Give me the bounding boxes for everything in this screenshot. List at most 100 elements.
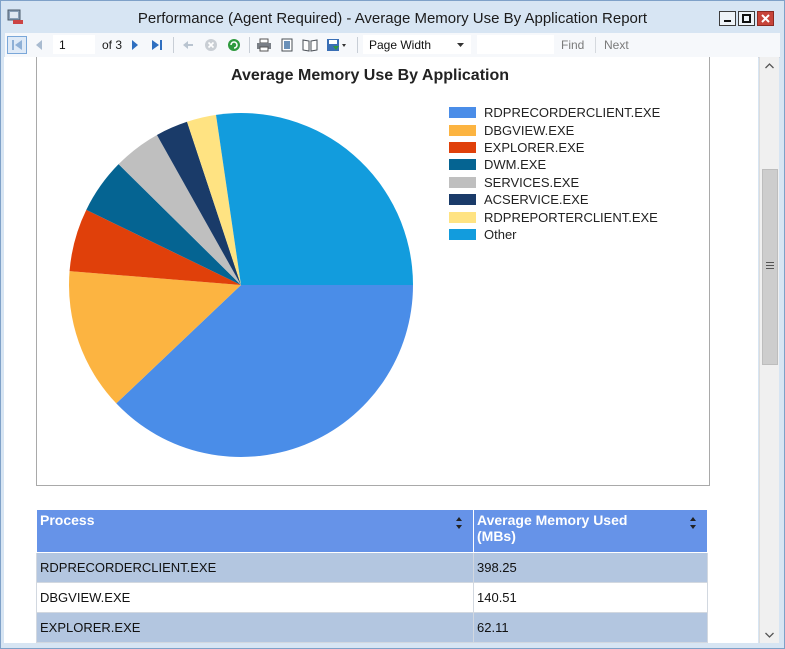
stop-button[interactable] [202,36,220,54]
chart-title: Average Memory Use By Application [231,67,510,84]
vertical-scrollbar[interactable] [759,57,779,643]
legend-label: SERVICES.EXE [484,174,580,190]
export-button[interactable] [324,36,350,54]
print-layout-icon [281,38,293,52]
last-page-button[interactable] [148,36,166,54]
chevron-down-icon [765,632,774,638]
column-header-process[interactable]: Process [36,509,474,553]
report-toolbar: 1 of 3 Page Width [5,33,780,58]
legend-swatch [449,107,476,119]
legend-label: ACSERVICE.EXE [484,192,589,208]
pie-slice-dwm-exe [86,164,241,285]
page-setup-icon [302,39,318,52]
legend-label: RDPREPORTERCLIENT.EXE [484,209,658,225]
find-input[interactable] [477,35,554,54]
column-header-average-memory[interactable]: Average Memory Used (MBs) [473,509,708,553]
memory-cell: 140.51 [473,582,708,613]
legend-item: DBGVIEW.EXE [449,121,660,138]
minimize-button[interactable] [719,11,736,26]
print-button[interactable] [255,36,273,54]
legend-label: Other [484,226,517,242]
legend-swatch [449,141,476,153]
legend-item: SERVICES.EXE [449,174,660,191]
table-row: EXPLORER.EXE 62.11 [36,612,708,643]
legend-item: ACSERVICE.EXE [449,191,660,208]
legend-swatch [449,124,476,136]
sort-icon[interactable] [455,516,463,530]
legend-swatch [449,228,476,240]
window-title: Performance (Agent Required) - Average M… [137,10,648,27]
refresh-button[interactable] [225,36,243,54]
chart-area: Average Memory Use By Application RDPREC… [36,57,710,486]
close-button[interactable] [757,11,774,26]
legend-item: DWM.EXE [449,156,660,173]
legend-swatch [449,194,476,206]
find-link[interactable]: Find [561,38,585,52]
maximize-button[interactable] [738,11,755,26]
legend-item: RDPREPORTERCLIENT.EXE [449,208,660,225]
page-number-input[interactable]: 1 [53,35,95,54]
last-page-icon [152,40,162,50]
report-table: Process Average Memory Used (MBs) RDPREC… [36,509,708,643]
memory-cell: 398.25 [473,552,708,583]
grip-icon [766,262,774,269]
chevron-up-icon [765,62,774,68]
back-button[interactable] [179,36,197,54]
pie-slice-rdpreporterclient-exe [187,114,241,285]
process-cell: EXPLORER.EXE [36,612,474,643]
back-arrow-icon [183,41,193,49]
zoom-value: Page Width [369,38,432,52]
page-setup-button[interactable] [301,36,319,54]
stop-icon [205,39,217,51]
next-link[interactable]: Next [604,38,629,52]
legend-item: EXPLORER.EXE [449,139,660,156]
first-page-icon [12,40,22,50]
pie-slice-services-exe [118,134,241,285]
legend-label: DBGVIEW.EXE [484,122,575,138]
pie-slice-acservice-exe [156,121,241,285]
scroll-thumb[interactable] [762,169,778,365]
title-bar: Performance (Agent Required) - Average M… [1,1,784,33]
next-page-button[interactable] [127,36,143,54]
pie-slice-rdprecorderclient-exe [116,285,414,457]
save-export-icon [327,39,346,51]
memory-cell: 62.11 [473,612,708,643]
previous-page-button[interactable] [30,36,48,54]
refresh-icon [228,39,240,51]
legend-item: RDPRECORDERCLIENT.EXE [449,104,660,121]
close-icon [761,14,770,23]
sort-icon[interactable] [689,516,697,530]
previous-page-icon [36,40,42,50]
scroll-up-button[interactable] [760,57,779,74]
app-icon [7,9,23,24]
column-header-label: Process [40,512,95,528]
legend-item: Other [449,226,660,243]
legend-label: DWM.EXE [484,157,547,173]
printer-icon [257,38,271,52]
report-content: Average Memory Use By Application RDPREC… [4,57,758,643]
legend-label: RDPRECORDERCLIENT.EXE [484,105,661,121]
pie-chart [69,113,414,457]
chevron-down-icon [457,43,464,47]
table-row: DBGVIEW.EXE 140.51 [36,582,708,613]
legend-swatch [449,211,476,223]
table-row: RDPRECORDERCLIENT.EXE 398.25 [36,552,708,583]
pie-slice-explorer-exe [69,209,242,285]
pie-slice-dbgview-exe [69,271,241,404]
legend-swatch [449,159,476,171]
legend-swatch [449,176,476,188]
process-cell: RDPRECORDERCLIENT.EXE [36,552,474,583]
minimize-icon [724,20,731,22]
page-count-label: of 3 [101,38,122,52]
next-page-icon [132,40,138,50]
process-cell: DBGVIEW.EXE [36,582,474,613]
chart-legend: RDPRECORDERCLIENT.EXE DBGVIEW.EXE EXPLORER… [449,104,660,243]
print-layout-button[interactable] [278,36,296,54]
legend-label: EXPLORER.EXE [484,139,585,155]
first-page-button[interactable] [7,36,27,54]
pie-slice-other [216,113,413,285]
maximize-icon [742,14,751,23]
column-header-label: Average Memory Used (MBs) [477,512,628,544]
scroll-down-button[interactable] [760,626,779,643]
zoom-select[interactable]: Page Width [363,35,471,54]
